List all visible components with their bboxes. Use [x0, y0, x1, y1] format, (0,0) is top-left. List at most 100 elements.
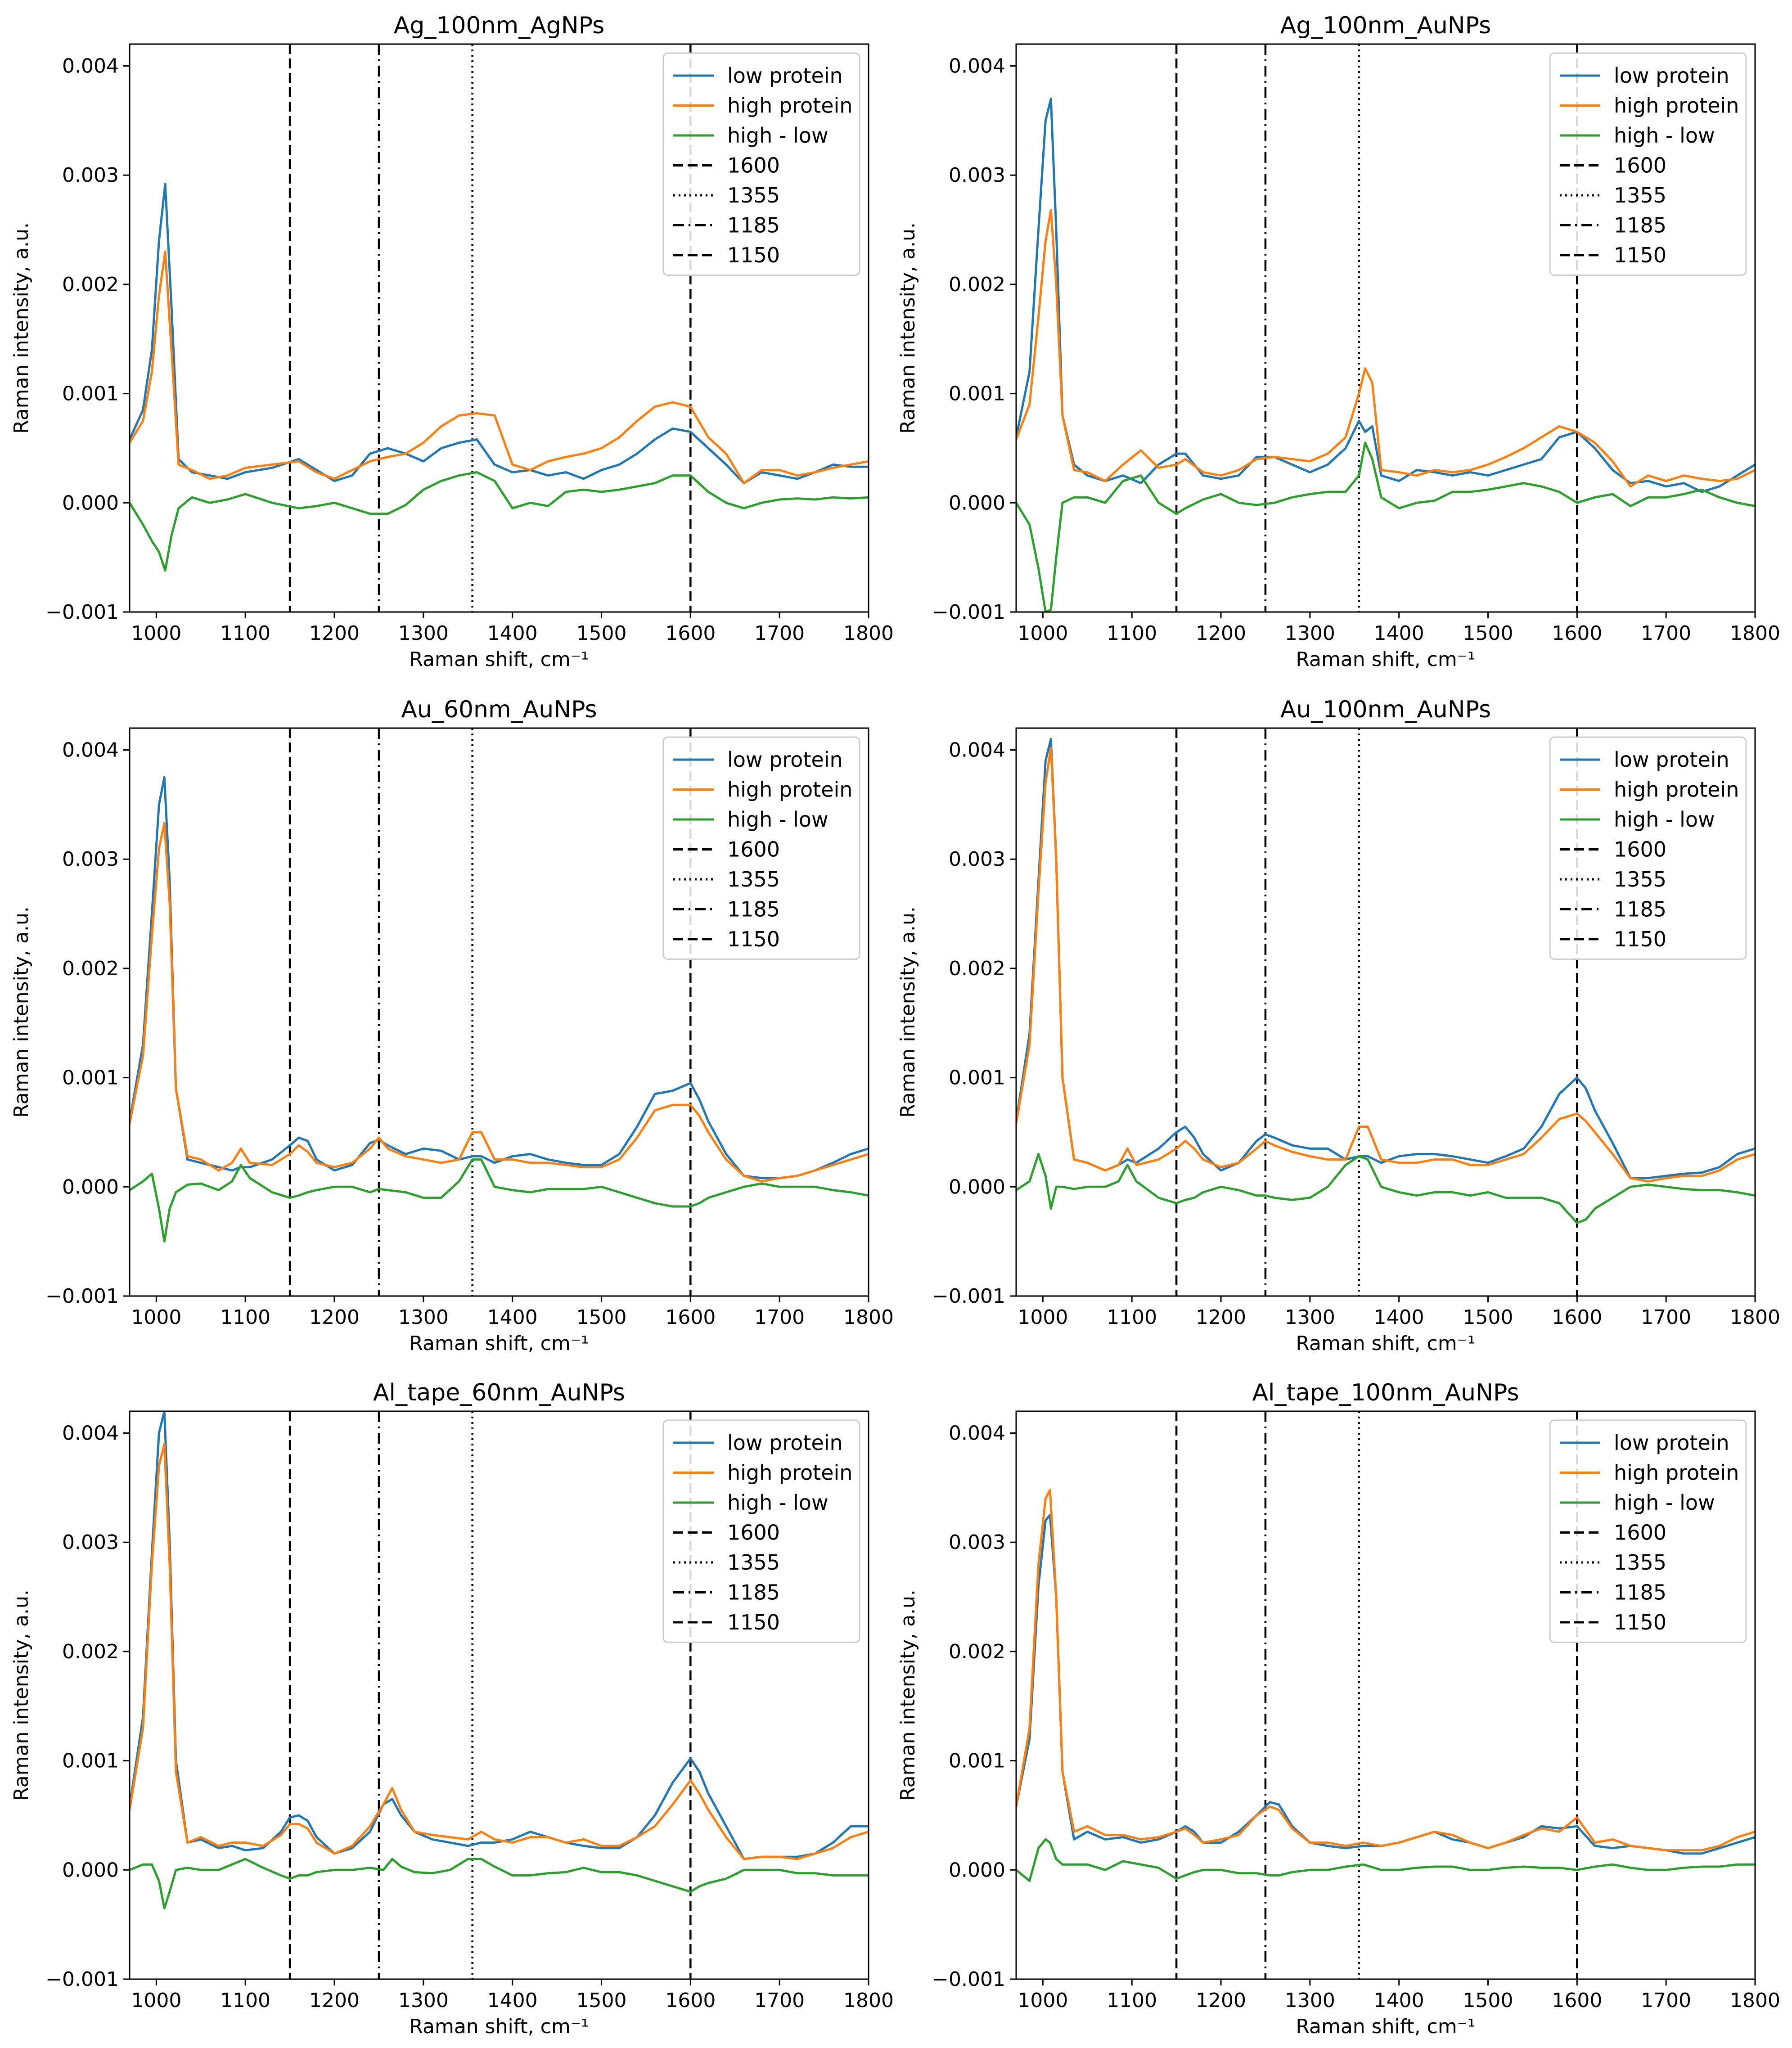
legend: low protein high protein high - low 1600 135…: [1549, 736, 1747, 960]
series-line-high-protein: [130, 1443, 869, 1860]
y-tick-label: 0.002: [949, 957, 1005, 980]
series-line-high-protein: [130, 250, 869, 485]
legend: low protein high protein high - low 1600 135…: [662, 52, 860, 276]
y-tick-label: 0.004: [62, 739, 119, 762]
x-tick-label: 1600: [1552, 622, 1602, 645]
axes-frame: [1015, 43, 1756, 613]
legend-box: [1549, 1419, 1747, 1643]
y-tick-label: 0.004: [62, 1422, 119, 1445]
series-line-high-low: [130, 1158, 869, 1243]
legend: low protein high protein high - low 1600 135…: [662, 736, 860, 960]
y-tick-label: 0.004: [949, 739, 1005, 762]
legend-label: low protein: [1614, 63, 1729, 88]
legend-label: 1150: [1614, 1610, 1666, 1634]
legend-label: high protein: [727, 1461, 852, 1485]
legend-label: high - low: [1614, 123, 1715, 148]
x-tick-label: 1000: [1018, 1989, 1068, 2012]
x-tick-label: 1000: [131, 622, 181, 645]
x-tick-label: 1500: [576, 1306, 627, 1329]
y-tick-label: 0.001: [949, 383, 1005, 405]
y-tick-label: 0.000: [949, 491, 1005, 514]
x-tick-label: 1800: [1730, 1306, 1780, 1329]
legend-label: 1355: [1614, 183, 1666, 207]
x-tick-label: 1800: [843, 622, 894, 645]
legend-label: high - low: [727, 123, 828, 148]
x-tick-label: 1300: [1285, 622, 1335, 645]
y-tick-label: 0.000: [62, 1859, 119, 1881]
y-tick-label: 0.000: [62, 491, 119, 514]
y-tick-label: −0.001: [932, 1285, 1005, 1308]
legend-label: low protein: [727, 63, 843, 88]
x-tick-label: 1400: [487, 1306, 538, 1329]
y-axis-label: Raman intensity, a.u.: [10, 1589, 33, 1801]
legend-label: high protein: [727, 778, 852, 802]
series-line-high-protein: [1016, 747, 1755, 1183]
x-tick-label: 1000: [1018, 1306, 1068, 1329]
x-axis-label: Raman shift, cm⁻¹: [409, 1332, 589, 1355]
x-tick-label: 1100: [220, 622, 270, 645]
x-tick-label: 1400: [1374, 1306, 1424, 1329]
legend-label: 1600: [727, 1521, 780, 1545]
legend-label: 1185: [727, 1580, 780, 1605]
x-tick-label: 1400: [487, 1989, 538, 2012]
axes-frame: [1015, 1410, 1756, 1980]
legend-box: [1549, 52, 1747, 276]
x-axis-label: Raman shift, cm⁻¹: [1296, 648, 1475, 671]
series-line-high-protein: [1016, 1489, 1755, 1852]
chart-panel-4: 1000 1100 1200 1300 1400 1500 1600 1700 1800 −0.0…: [896, 696, 1780, 1355]
series-line-low-protein: [1016, 1514, 1755, 1855]
legend-label: 1150: [1614, 927, 1666, 951]
x-axis-label: Raman shift, cm⁻¹: [409, 648, 589, 671]
legend-label: 1600: [727, 153, 780, 178]
y-tick-label: 0.002: [62, 1640, 119, 1663]
chart-title: Al_tape_60nm_AuNPs: [373, 1379, 625, 1406]
legend-label: high - low: [1614, 1490, 1715, 1515]
y-tick-label: −0.001: [932, 601, 1005, 624]
y-tick-label: 0.004: [949, 1422, 1005, 1445]
y-axis-label: Raman intensity, a.u.: [10, 222, 33, 434]
y-tick-label: 0.002: [62, 273, 119, 296]
chart-panel-2: 1000 1100 1200 1300 1400 1500 1600 1700 1800 −0.0…: [896, 12, 1780, 671]
legend-label: 1185: [727, 897, 780, 922]
x-tick-label: 1200: [1196, 1989, 1246, 2012]
x-axis-label: Raman shift, cm⁻¹: [409, 2015, 589, 2038]
y-tick-label: 0.003: [949, 1531, 1005, 1554]
y-tick-label: 0.003: [62, 848, 119, 871]
x-tick-label: 1600: [665, 1306, 716, 1329]
legend-label: high protein: [1614, 1461, 1739, 1485]
y-tick-label: −0.001: [45, 1968, 119, 1991]
series-line-high-low: [130, 1858, 869, 1909]
legend-label: low protein: [727, 1431, 843, 1455]
y-tick-label: −0.001: [45, 1285, 119, 1308]
x-tick-label: 1600: [665, 1989, 716, 2012]
legend-label: 1600: [727, 837, 780, 862]
x-tick-label: 1600: [1552, 1989, 1602, 2012]
legend-label: 1185: [1614, 213, 1666, 238]
x-tick-label: 1300: [1285, 1306, 1335, 1329]
y-tick-label: 0.003: [62, 1531, 119, 1554]
x-tick-label: 1600: [1552, 1306, 1602, 1329]
legend-label: low protein: [1614, 747, 1729, 772]
y-tick-label: 0.002: [62, 957, 119, 980]
x-tick-label: 1500: [1463, 622, 1513, 645]
x-tick-label: 1000: [1018, 622, 1068, 645]
legend-label: low protein: [1614, 1431, 1729, 1455]
x-tick-label: 1500: [576, 1989, 627, 2012]
legend-box: [662, 736, 860, 960]
y-axis-label: Raman intensity, a.u.: [896, 1589, 919, 1801]
x-tick-label: 1700: [754, 1989, 805, 2012]
x-tick-label: 1100: [1107, 1989, 1157, 2012]
y-tick-label: 0.001: [62, 383, 119, 405]
x-tick-label: 1100: [1107, 622, 1157, 645]
chart-panel-6: 1000 1100 1200 1300 1400 1500 1600 1700 1800 −0.0…: [896, 1379, 1780, 2038]
x-tick-label: 1800: [843, 1989, 894, 2012]
legend-label: high - low: [727, 1490, 828, 1515]
legend-label: high protein: [727, 94, 852, 118]
x-tick-label: 1300: [398, 1306, 449, 1329]
legend: low protein high protein high - low 1600 135…: [1549, 1419, 1747, 1643]
x-axis-label: Raman shift, cm⁻¹: [1296, 1332, 1475, 1355]
x-tick-label: 1200: [309, 622, 360, 645]
y-tick-label: 0.001: [62, 1750, 119, 1773]
legend-label: 1185: [1614, 1580, 1666, 1605]
